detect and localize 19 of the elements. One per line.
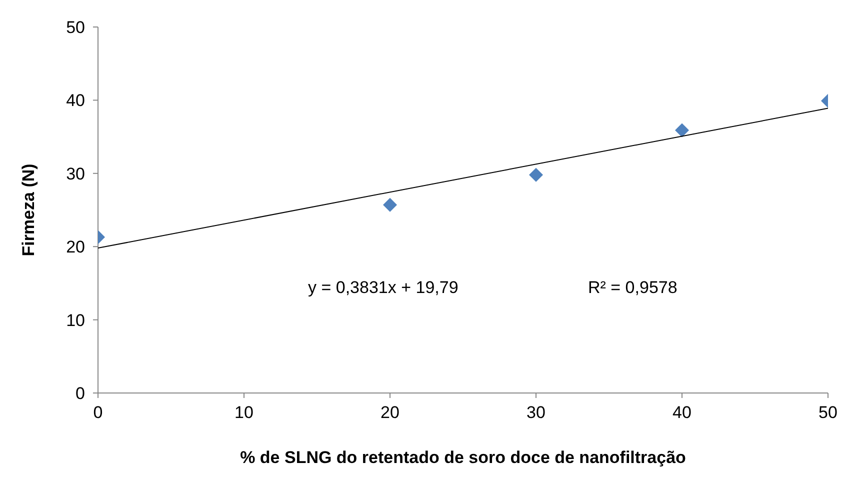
point — [675, 123, 689, 138]
x-tick-label: 0 — [93, 403, 103, 422]
x-tick-label: 20 — [380, 403, 400, 422]
y-tick-label: 0 — [76, 384, 85, 404]
annotation: R² = 0,9578 — [588, 278, 678, 297]
annotation: y = 0,3831x + 19,79 — [308, 278, 458, 297]
x-axis-title: % de SLNG do retentado de soro doce de nanofiltração — [240, 448, 686, 467]
point — [529, 168, 543, 182]
y-tick-label: 40 — [66, 91, 85, 110]
y-tick-label: 20 — [66, 238, 85, 257]
x-tick-label: 40 — [672, 403, 692, 422]
x-tick-label: 10 — [234, 403, 254, 422]
x-tick-label: 50 — [818, 403, 838, 422]
x-tick-label: 30 — [526, 403, 546, 422]
y-tick-label: 10 — [66, 310, 85, 330]
y-axis-title: Firmeza (N) — [19, 164, 38, 256]
y-tick-label: 30 — [66, 164, 85, 184]
point — [383, 198, 397, 212]
y-tick-label: 50 — [66, 18, 85, 38]
